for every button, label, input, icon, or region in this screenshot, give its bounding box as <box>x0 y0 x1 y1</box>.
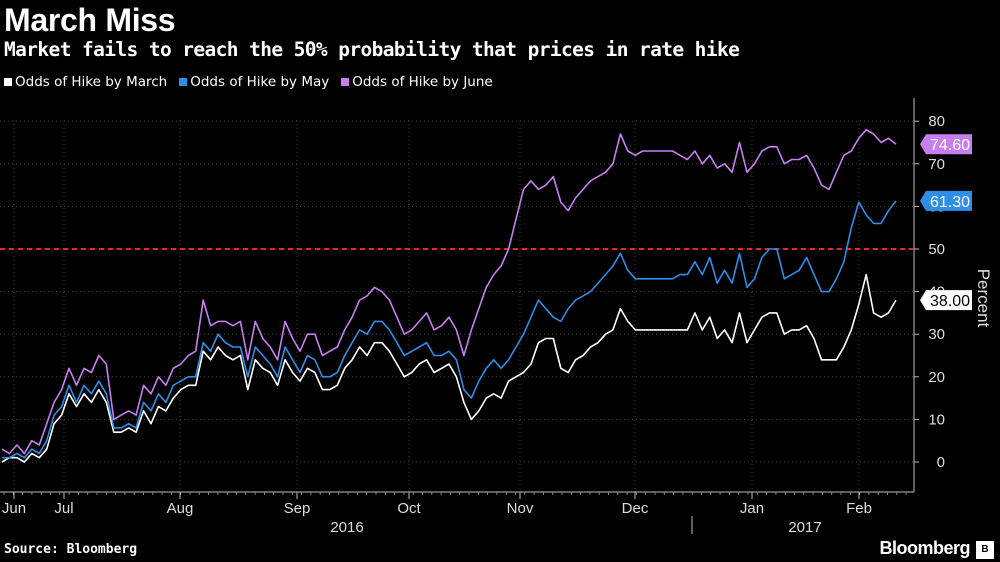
legend-swatch-march <box>4 78 12 86</box>
series-line-march <box>1 273 897 463</box>
chart-subtitle: Market fails to reach the 50% probabilit… <box>4 38 740 61</box>
y-tick-label: 0 <box>937 454 945 471</box>
y-tick-label: 20 <box>928 369 945 386</box>
legend-item-june: Odds of Hike by June <box>341 74 493 90</box>
legend-label-march: Odds of Hike by March <box>15 74 168 90</box>
end-value-label: 74.60 <box>930 137 970 154</box>
legend: Odds of Hike by March Odds of Hike by Ma… <box>4 74 493 90</box>
x-tick-label: Feb <box>846 500 872 517</box>
x-tick-label: Jan <box>740 500 764 517</box>
end-value-badge-june <box>920 134 972 155</box>
series-line-june <box>1 128 897 455</box>
legend-item-march: Odds of Hike by March <box>4 74 167 90</box>
brand-logo: Bloomberg <box>879 538 970 558</box>
x-tick-label: Aug <box>167 500 194 517</box>
year-label: 2017 <box>788 519 821 536</box>
x-tick-label: Jul <box>54 500 73 517</box>
legend-item-may: Odds of Hike by May <box>179 74 329 90</box>
legend-label-may: Odds of Hike by May <box>190 74 330 90</box>
x-tick-label: Oct <box>397 500 421 517</box>
x-tick-label: Sep <box>284 500 311 517</box>
end-value-badge-may <box>920 190 972 211</box>
y-tick-label: 10 <box>928 411 945 428</box>
y-axis-label: Percent <box>974 269 993 328</box>
y-tick-label: 70 <box>928 156 945 173</box>
year-label: 2016 <box>330 519 363 536</box>
x-tick-label: Dec <box>622 500 649 517</box>
legend-swatch-june <box>341 78 350 86</box>
end-value-badge-march <box>920 290 972 311</box>
end-value-label: 38.00 <box>930 293 970 310</box>
x-tick-label: Jun <box>2 500 26 517</box>
legend-label-june: Odds of Hike by June <box>352 74 493 90</box>
x-tick-label: Nov <box>507 500 534 517</box>
legend-swatch-may <box>179 78 188 86</box>
y-tick-label: 50 <box>928 241 945 258</box>
y-tick-label: 80 <box>928 113 945 130</box>
series-line-may <box>2 200 897 459</box>
chart-title: March Miss <box>4 2 176 38</box>
end-value-label: 61.30 <box>930 194 970 211</box>
y-tick-label: 30 <box>928 326 945 343</box>
brand-badge-icon: B <box>976 541 994 559</box>
source-note: Source: Bloomberg <box>4 542 138 557</box>
